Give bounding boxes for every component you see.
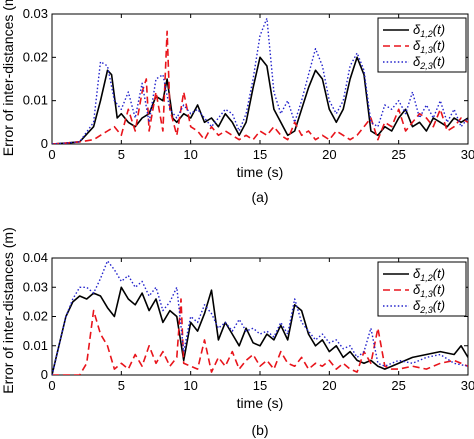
series-line-delta23 — [52, 17, 468, 144]
chart-panel-a: 0 5 10 15 20 25 30 0 0.01 0.02 0.03 δ1,2(t)δ1,3(t)δ… — [0, 0, 474, 205]
y-tick-label: 0.01 — [23, 338, 48, 353]
legend-label: δ1,2(t) — [413, 22, 445, 39]
x-tick-label: 30 — [461, 147, 474, 162]
x-tick-label: 5 — [118, 147, 125, 162]
legend-label: δ1,3(t) — [413, 282, 445, 299]
y-tick-label: 0 — [41, 367, 48, 382]
legend-label: δ2,3(t) — [413, 298, 445, 315]
x-tick-label: 20 — [322, 378, 336, 393]
y-axis-label: Error of inter-distances (m) — [0, 227, 16, 393]
y-tick-label: 0.04 — [23, 250, 48, 265]
x-tick-label: 5 — [118, 378, 125, 393]
x-tick-label: 0 — [48, 378, 55, 393]
x-tick-label: 20 — [322, 147, 336, 162]
x-tick-label: 25 — [391, 147, 405, 162]
chart-panel-b: 0 5 10 15 20 25 30 0 0.01 0.02 0.03 0.04 δ1,2(t)δ1,3… — [0, 227, 474, 438]
x-tick-label: 15 — [253, 378, 267, 393]
y-tick-label: 0.02 — [23, 309, 48, 324]
x-tick-label: 25 — [391, 378, 405, 393]
x-axis-label: time (s) — [237, 395, 284, 411]
y-tick-label: 0.02 — [23, 49, 48, 64]
legend-box — [377, 261, 467, 317]
x-axis-label: time (s) — [237, 164, 284, 180]
series-line-delta12 — [52, 286, 468, 375]
y-tick-label: 0 — [41, 136, 48, 151]
x-tick-label: 15 — [253, 147, 267, 162]
panel-caption: (b) — [251, 422, 268, 438]
y-tick-label: 0.03 — [23, 6, 48, 21]
y-axis-label: Error of inter-distances (m) — [0, 0, 16, 156]
x-tick-label: 0 — [48, 147, 55, 162]
legend-box — [377, 17, 467, 73]
legend-label: δ1,2(t) — [413, 266, 445, 283]
legend-label: δ2,3(t) — [413, 54, 445, 71]
x-tick-label: 10 — [183, 378, 197, 393]
y-tick-label: 0.03 — [23, 279, 48, 294]
legend-label: δ1,3(t) — [413, 38, 445, 55]
y-tick-label: 0.01 — [23, 93, 48, 108]
panel-caption: (a) — [251, 189, 268, 205]
series-line-delta13 — [52, 298, 468, 375]
series-line-delta13 — [52, 30, 468, 144]
x-tick-label: 10 — [183, 147, 197, 162]
x-tick-label: 30 — [461, 378, 474, 393]
